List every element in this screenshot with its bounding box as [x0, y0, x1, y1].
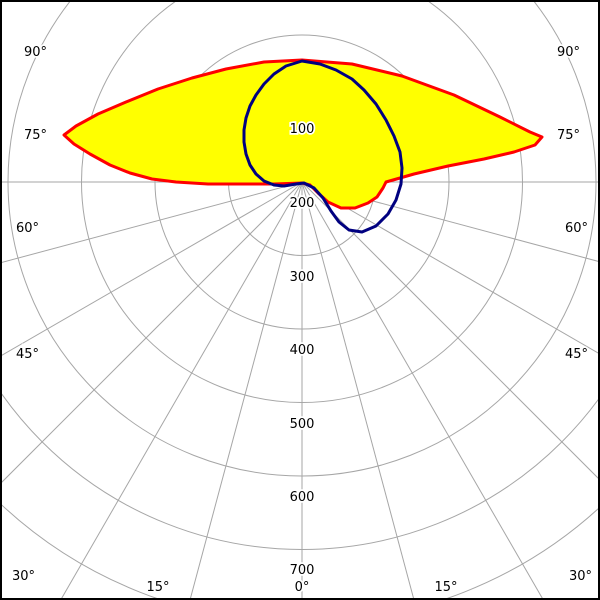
grid-spoke--45 — [2, 181, 303, 483]
angle-label-0deg-300: 0° — [295, 580, 310, 595]
grid-spoke-45 — [301, 181, 598, 479]
grid-spoke-75 — [301, 181, 598, 262]
angle-labels-group: 90° 75° 60° 45° 30° 15° 0° 15° 30° 45° 60° 75° 90° — [10, 43, 594, 597]
radial-tick-label-500: 500 — [290, 417, 315, 432]
radial-tick-label-700: 700 — [290, 563, 315, 578]
grid-spoke-30 — [301, 181, 543, 598]
grid-spoke-60 — [301, 181, 598, 354]
angle-label-30deg-10: 30° — [12, 569, 35, 584]
distribution-curves-group — [62, 58, 544, 234]
angle-label-30deg-590: 30° — [569, 569, 592, 584]
angle-label-15deg-444: 15° — [434, 580, 457, 595]
radial-tick-label-300: 300 — [290, 270, 315, 285]
angle-label-90deg-22: 90° — [24, 45, 47, 60]
grid-spoke--30 — [61, 181, 303, 598]
angle-label-75deg-22: 75° — [24, 128, 47, 143]
radial-tick-label-100: 100 — [290, 122, 315, 137]
grid-spoke--75 — [2, 181, 303, 263]
grid-spoke--60 — [2, 181, 303, 356]
radial-tick-label-200: 200 — [290, 196, 315, 211]
angle-label-90deg-578: 90° — [557, 45, 580, 60]
angle-label-75deg-578: 75° — [557, 128, 580, 143]
grid-spoke--15 — [190, 181, 303, 598]
angle-label-60deg-14: 60° — [16, 221, 39, 236]
angle-label-15deg-156: 15° — [146, 580, 169, 595]
angle-label-45deg-14: 45° — [16, 347, 39, 362]
radial-tick-label-400: 400 — [290, 343, 315, 358]
radial-tick-labels-group: 100 200 300 400 500 600 700 — [288, 120, 316, 580]
grid-spokes-group — [2, 181, 598, 598]
angle-label-60deg-586: 60° — [565, 221, 588, 236]
grid-spoke-15 — [301, 181, 414, 598]
distribution-curve-c90-c270 — [242, 59, 404, 234]
angle-label-45deg-586: 45° — [565, 347, 588, 362]
radial-tick-label-600: 600 — [290, 490, 315, 505]
